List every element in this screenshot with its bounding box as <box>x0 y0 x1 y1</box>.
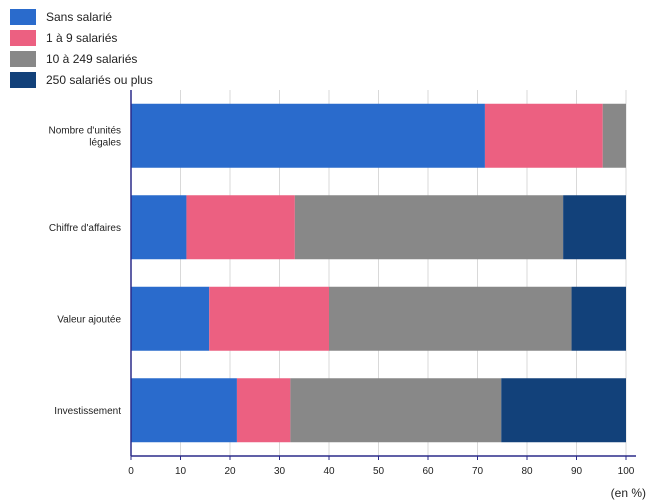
legend-swatch <box>10 71 36 88</box>
legend-swatch <box>10 50 36 67</box>
axes <box>130 90 636 457</box>
category-label: Investissement <box>54 406 121 417</box>
bar-segment <box>602 103 626 168</box>
category-label: Chiffre d'affaires <box>49 223 121 234</box>
bar-segment <box>290 378 502 443</box>
bar-segment <box>131 195 187 260</box>
x-tick-label: 90 <box>571 466 583 477</box>
legend-label: 250 salariés ou plus <box>46 72 153 87</box>
bar-segment <box>563 195 626 260</box>
bar-segment <box>209 286 329 351</box>
bar-segment <box>236 378 291 443</box>
bar-segment <box>501 378 626 443</box>
legend: Sans salarié 1 à 9 salariés 10 à 249 sal… <box>10 6 153 90</box>
unit-label: (en %) <box>610 486 646 500</box>
bar-segment <box>131 103 485 168</box>
category-labels: Nombre d'unités légales Chiffre d'affaires… <box>49 125 122 417</box>
legend-swatch <box>10 8 36 25</box>
x-tick-label: 30 <box>274 466 286 477</box>
x-tick-label: 80 <box>521 466 533 477</box>
x-tick-label: 20 <box>224 466 236 477</box>
legend-item: 1 à 9 salariés <box>10 27 153 48</box>
bar-segment <box>484 103 603 168</box>
bar-segment <box>186 195 295 260</box>
x-tick-label: 60 <box>422 466 434 477</box>
bars <box>131 103 626 443</box>
x-tick-label: 10 <box>175 466 187 477</box>
bar-segment <box>131 286 210 351</box>
legend-swatch <box>10 29 36 46</box>
legend-item: 10 à 249 salariés <box>10 48 153 69</box>
category-label: Valeur ajoutée <box>57 314 121 325</box>
legend-item: Sans salarié <box>10 6 153 27</box>
x-tick-label: 50 <box>373 466 385 477</box>
x-tick-labels: 0 10 20 30 40 50 60 70 80 90 100 <box>128 456 635 477</box>
x-tick-label: 70 <box>472 466 484 477</box>
bar-segment <box>131 378 237 443</box>
x-tick-label: 40 <box>323 466 335 477</box>
bar-segment <box>329 286 572 351</box>
legend-label: Sans salarié <box>46 9 113 24</box>
x-tick-label: 0 <box>128 466 134 477</box>
bar-segment <box>294 195 564 260</box>
legend-item: 250 salariés ou plus <box>10 69 153 90</box>
category-label: Nombre d'unités légales <box>49 125 122 148</box>
legend-label: 10 à 249 salariés <box>46 51 138 66</box>
legend-label: 1 à 9 salariés <box>46 30 118 45</box>
bar-segment <box>571 286 626 351</box>
x-tick-label: 100 <box>618 466 635 477</box>
